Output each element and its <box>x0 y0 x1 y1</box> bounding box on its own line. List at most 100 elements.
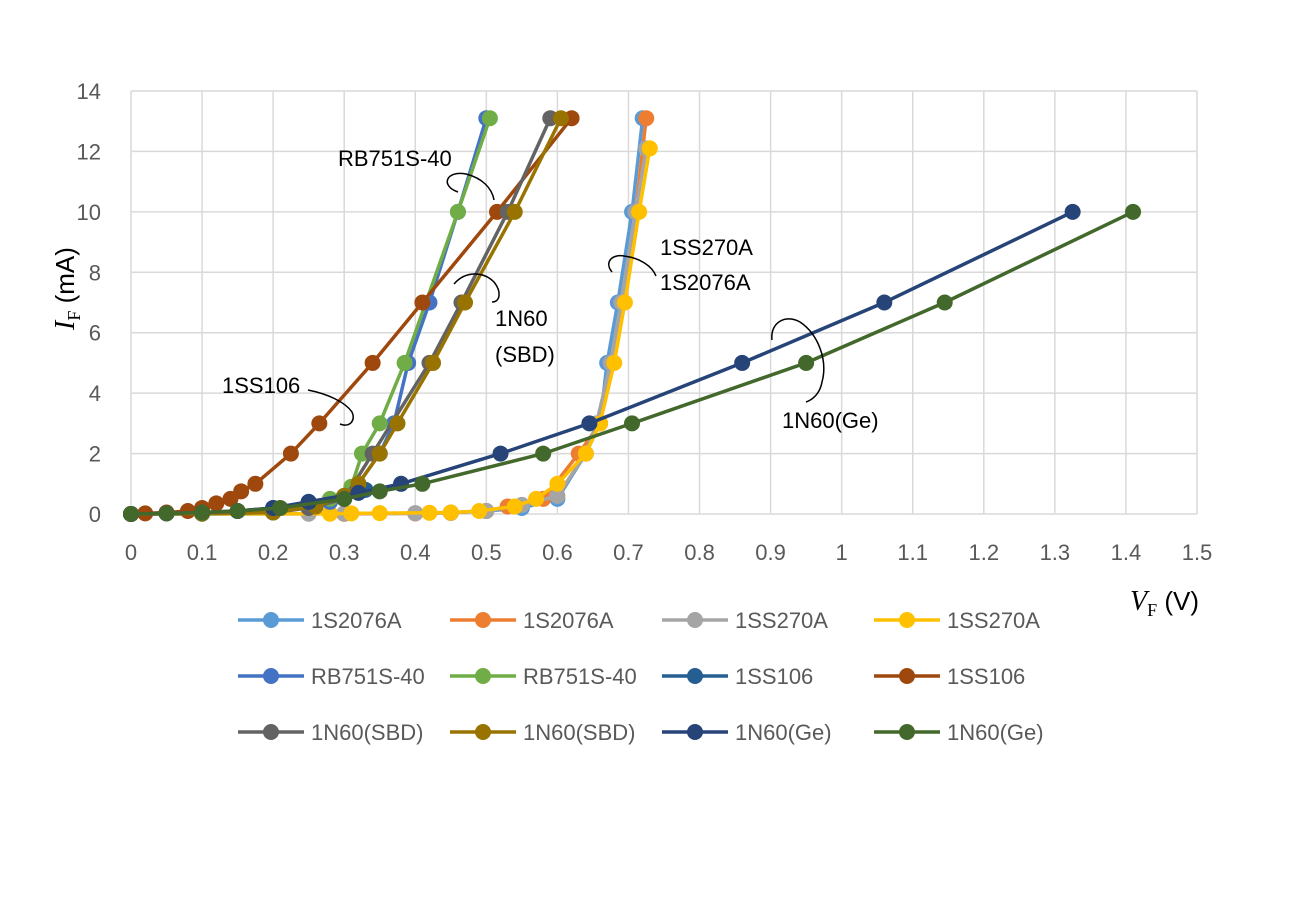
legend-swatch-marker <box>263 612 279 628</box>
bracket-rb751s-40 <box>446 172 495 201</box>
data-point <box>396 354 413 371</box>
x-tick-label: 0.2 <box>258 540 289 565</box>
x-tick-label: 1.3 <box>1040 540 1071 565</box>
series-layer <box>123 110 1142 522</box>
legend-swatch-marker <box>475 612 491 628</box>
data-point <box>425 354 442 371</box>
bracket-1ss106 <box>307 389 354 426</box>
legend-label: 1S2076A <box>523 608 614 633</box>
data-point <box>1125 203 1142 220</box>
legend-item: RB751S-40 <box>238 664 425 689</box>
x-tick-label: 1.5 <box>1182 540 1213 565</box>
legend-item: 1SS270A <box>874 608 1040 633</box>
y-tick-label: 0 <box>89 502 101 527</box>
data-point <box>457 294 474 311</box>
data-point <box>371 483 388 500</box>
legend-label: 1SS270A <box>735 608 828 633</box>
data-point <box>549 487 566 504</box>
legend-item: 1N60(SBD) <box>450 720 635 745</box>
legend-swatch-marker <box>899 668 915 684</box>
series-line <box>130 118 648 516</box>
annotation-sbd: (SBD) <box>495 342 555 367</box>
legend-swatch-marker <box>687 612 703 628</box>
legend-item: 1S2076A <box>450 608 614 633</box>
annotation-1ss270a: 1SS270A <box>660 235 753 260</box>
series-4 <box>123 140 658 522</box>
data-point <box>389 415 406 432</box>
data-point <box>272 499 289 516</box>
axis-title-layer: VF (V) IF (mA) <box>50 247 1199 620</box>
x-axis-title: VF (V) <box>1130 586 1199 620</box>
data-point <box>158 505 175 522</box>
legend-label: 1S2076A <box>311 608 402 633</box>
y-tick-label: 10 <box>77 200 101 225</box>
data-point <box>364 354 381 371</box>
data-point <box>311 415 328 432</box>
data-point <box>535 445 552 462</box>
annotation-1n60-ge: 1N60(Ge) <box>782 408 879 433</box>
data-point <box>414 475 431 492</box>
data-point <box>631 203 648 220</box>
data-point <box>442 504 459 521</box>
series-6 <box>123 110 498 522</box>
data-point <box>449 203 466 220</box>
legend-label: 1N60(SBD) <box>311 720 423 745</box>
legend-label: 1SS270A <box>947 608 1040 633</box>
annotation-1ss106: 1SS106 <box>222 373 300 398</box>
data-point <box>371 445 388 462</box>
series-line <box>130 117 563 516</box>
x-axis-subscript: F <box>1147 600 1157 620</box>
data-point <box>421 504 438 521</box>
x-tick-label: 0 <box>125 540 137 565</box>
x-tick-label: 1.1 <box>897 540 928 565</box>
x-tick-label: 0.9 <box>755 540 786 565</box>
y-tick-label: 6 <box>89 321 101 346</box>
legend-label: 1SS106 <box>947 664 1025 689</box>
data-point <box>123 506 139 522</box>
series-line <box>130 117 488 516</box>
data-point <box>528 490 545 507</box>
x-tick-label: 0.4 <box>400 540 431 565</box>
data-point <box>471 502 488 519</box>
data-point <box>798 354 815 371</box>
x-axis-unit: (V) <box>1157 586 1199 616</box>
data-point <box>936 294 953 311</box>
data-point <box>371 505 388 522</box>
legend-item: 1N60(Ge) <box>662 720 832 745</box>
x-tick-label: 0.3 <box>329 540 360 565</box>
data-point <box>208 495 225 512</box>
x-axis-symbol: V <box>1130 586 1150 617</box>
legend-swatch-marker <box>687 724 703 740</box>
data-point <box>247 475 264 492</box>
tick-label-layer: 0 0.1 0.2 0.3 0.4 0.5 0.6 0.7 0.8 0.9 1 1.1 1.2 1.3 1.… <box>77 79 1213 565</box>
legend-item: 1N60(SBD) <box>238 720 423 745</box>
legend-swatch-marker <box>687 668 703 684</box>
data-point <box>1064 203 1081 220</box>
data-point <box>734 354 751 371</box>
y-tick-label: 8 <box>89 260 101 285</box>
data-point <box>481 110 498 127</box>
grid-layer <box>130 90 1198 515</box>
x-tick-label: 0.6 <box>542 540 573 565</box>
series-12 <box>123 203 1142 522</box>
data-point <box>321 505 338 522</box>
data-point <box>229 502 246 519</box>
bracket-1n60-ge <box>771 318 825 403</box>
bracket-1n60-sbd <box>453 273 500 303</box>
data-point <box>343 505 360 522</box>
series-line <box>130 117 552 516</box>
y-axis-unit: (mA) <box>50 247 80 311</box>
legend: 1S2076A 1S2076A 1SS270A 1SS270A RB751S-40 RB7… <box>238 608 1044 745</box>
data-point <box>282 445 299 462</box>
legend-item: 1SS270A <box>662 608 828 633</box>
data-point <box>492 445 509 462</box>
legend-item: 1SS106 <box>662 664 813 689</box>
data-point <box>506 203 523 220</box>
y-tick-label: 12 <box>77 139 101 164</box>
legend-label: 1N60(Ge) <box>735 720 832 745</box>
legend-label: RB751S-40 <box>523 664 637 689</box>
series-line <box>130 117 492 516</box>
series-line <box>130 148 652 516</box>
